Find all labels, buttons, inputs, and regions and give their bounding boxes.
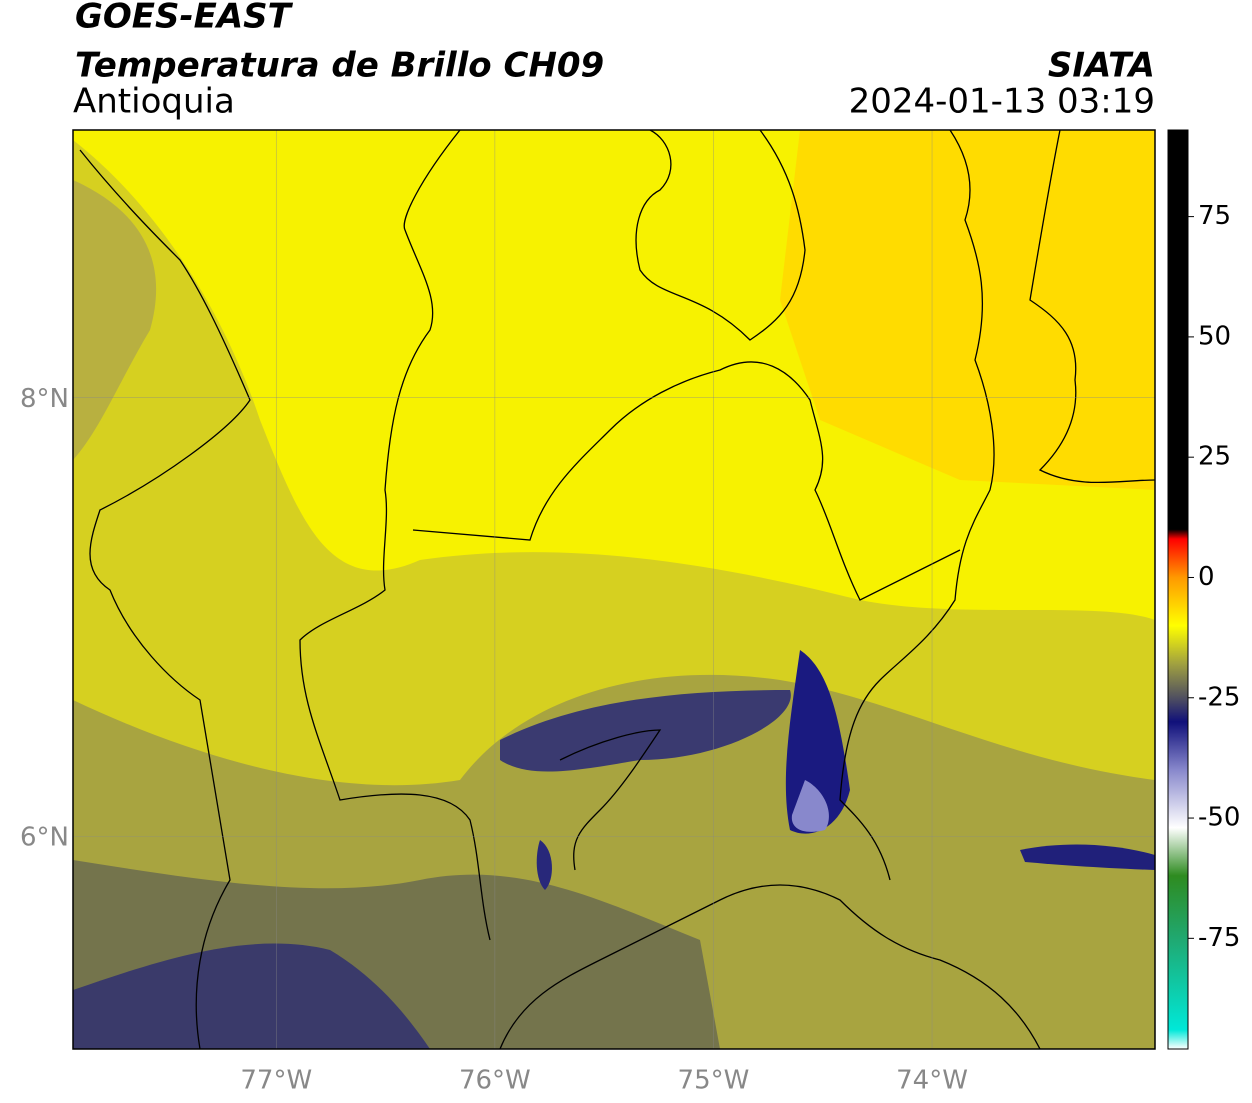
colorbar-tick-label: -50 [1198,803,1240,833]
y-tick-label: 8°N [20,384,69,414]
field-cold-spot [536,840,552,890]
field-warm [780,130,1155,490]
colorbar-tick-label: -25 [1198,682,1240,712]
title: GOES-EAST [75,0,294,37]
colorbar-tick-label: 75 [1198,201,1231,231]
x-tick-label: 77°W [240,1066,312,1096]
field-cold-east [1020,844,1155,870]
field-coldest [791,780,829,832]
borders [79,130,1155,1049]
subtitle: Temperatura de Brillo CH09 [75,46,604,86]
field-cold-core [785,650,850,834]
colorbar-tick-label: -75 [1198,923,1240,953]
grid [73,130,1155,1049]
colorbar [1167,129,1189,1050]
x-tick-label: 75°W [678,1066,750,1096]
colorbar-tick-label: 25 [1198,442,1231,472]
source: SIATA [1048,46,1155,86]
region: Antioquia [73,82,235,122]
timestamp: 2024-01-13 03:19 [849,82,1155,122]
map-frame [72,129,1156,1050]
field-cold-sw [73,943,430,1049]
field-olive-left [73,180,157,460]
x-tick-label: 74°W [896,1066,968,1096]
x-tick-label: 76°W [459,1066,531,1096]
y-tick-label: 6°N [20,823,69,853]
map-field [73,130,1155,1049]
colorbar-tick-label: 0 [1198,562,1215,592]
colorbar-tick-label: 50 [1198,321,1231,351]
